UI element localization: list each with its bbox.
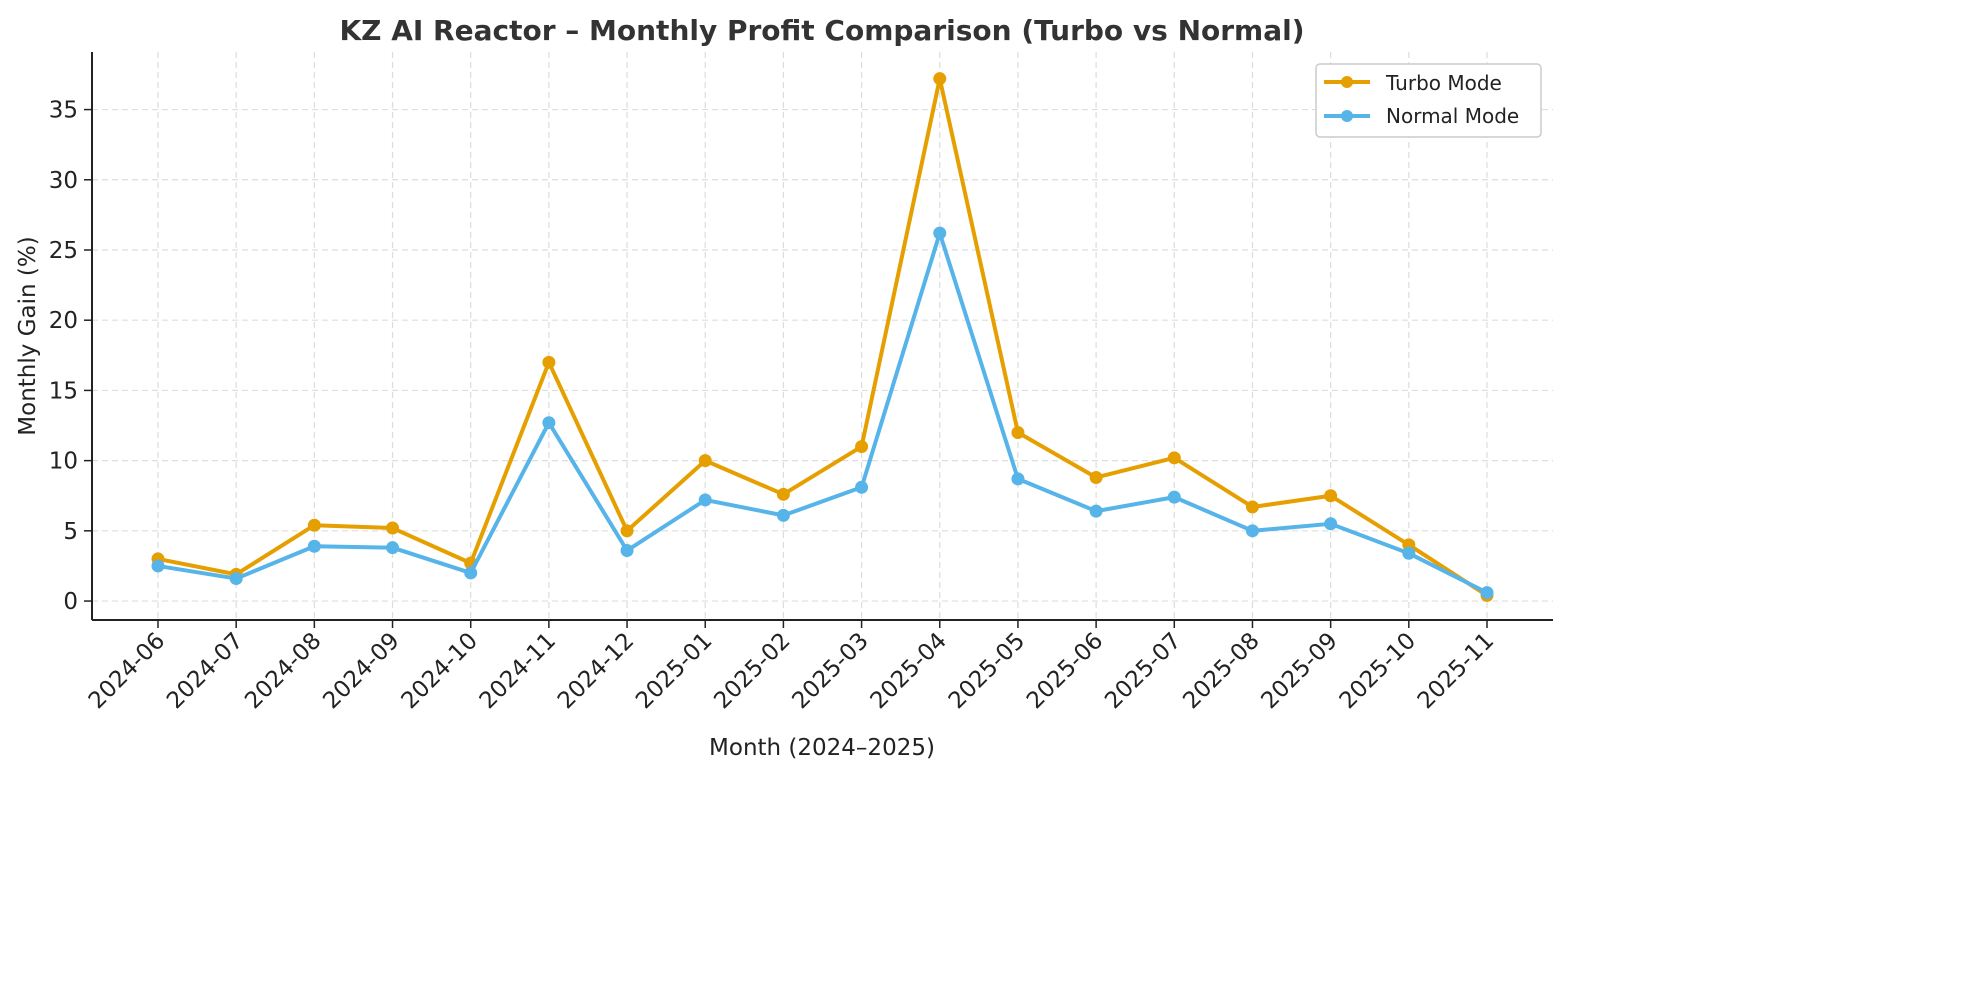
data-point [1324, 489, 1338, 503]
x-tick-label: 2024-11 [475, 628, 561, 714]
y-tick-label: 35 [49, 98, 78, 124]
x-tick-label: 2025-02 [709, 628, 795, 714]
data-point [1324, 517, 1338, 531]
x-tick-label: 2024-09 [318, 628, 404, 714]
y-tick-label: 5 [63, 519, 78, 545]
data-point [542, 355, 556, 369]
data-point [855, 480, 869, 494]
data-point [464, 566, 478, 580]
data-point [1167, 490, 1181, 504]
y-tick-label: 20 [49, 308, 78, 334]
x-tick-label: 2024-06 [84, 628, 170, 714]
x-tick-label: 2025-09 [1257, 628, 1343, 714]
legend-marker-normal [1341, 110, 1353, 122]
y-tick-label: 30 [49, 168, 78, 194]
data-point [1089, 504, 1103, 518]
data-point [698, 493, 712, 507]
series-line [157, 231, 1488, 595]
grid [92, 52, 1553, 620]
series-line [157, 76, 1489, 598]
x-tick-label: 2025-04 [866, 628, 952, 714]
data-point [386, 541, 400, 555]
data-point [855, 440, 869, 454]
data-point [1480, 586, 1494, 600]
x-tick-label: 2024-10 [397, 628, 483, 714]
x-tick-label: 2024-07 [162, 628, 248, 714]
data-point [307, 539, 321, 553]
x-axis-label: Month (2024–2025) [709, 735, 935, 761]
series-normal [151, 226, 1494, 600]
data-point [620, 524, 634, 538]
data-point [1089, 470, 1103, 484]
series-turbo [151, 72, 1494, 602]
series-group [151, 72, 1494, 602]
data-point [933, 72, 947, 86]
x-tick-label: 2025-01 [631, 628, 717, 714]
y-tick-label: 15 [49, 378, 78, 404]
data-point [1402, 546, 1416, 560]
x-tick-label: 2025-06 [1022, 628, 1108, 714]
y-tick-label: 0 [63, 589, 78, 615]
x-tick-label: 2025-05 [944, 628, 1030, 714]
data-point [698, 454, 712, 468]
data-point [229, 572, 243, 586]
x-tick-label: 2025-10 [1335, 628, 1421, 714]
data-point [933, 226, 947, 240]
data-point [620, 543, 634, 557]
data-point [1167, 451, 1181, 465]
x-tick-label: 2025-03 [787, 628, 873, 714]
legend-marker-turbo [1341, 76, 1353, 88]
legend: Turbo Mode Normal Mode [1315, 63, 1542, 138]
legend-label-turbo: Turbo Mode [1385, 71, 1502, 95]
data-point [1011, 426, 1025, 440]
data-point [386, 521, 400, 535]
data-point [1245, 524, 1259, 538]
x-tick-label: 2025-08 [1178, 628, 1264, 714]
data-point [1245, 500, 1259, 514]
y-axis-label: Monthly Gain (%) [15, 236, 41, 435]
legend-label-normal: Normal Mode [1386, 104, 1519, 128]
chart-title: KZ AI Reactor – Monthly Profit Compariso… [339, 14, 1304, 47]
data-point [542, 416, 556, 430]
x-tick-label: 2025-11 [1413, 628, 1499, 714]
y-tick-label: 10 [49, 449, 78, 475]
data-point [776, 487, 790, 501]
x-tick-label: 2024-12 [553, 628, 639, 714]
data-point [776, 508, 790, 522]
data-point [307, 518, 321, 532]
data-point [151, 559, 165, 573]
data-point [1011, 472, 1025, 486]
y-tick-label: 25 [49, 238, 78, 264]
x-tick-label: 2025-07 [1100, 628, 1186, 714]
axes: 2024-062024-072024-082024-092024-102024-… [49, 52, 1553, 714]
x-tick-label: 2024-08 [240, 628, 326, 714]
